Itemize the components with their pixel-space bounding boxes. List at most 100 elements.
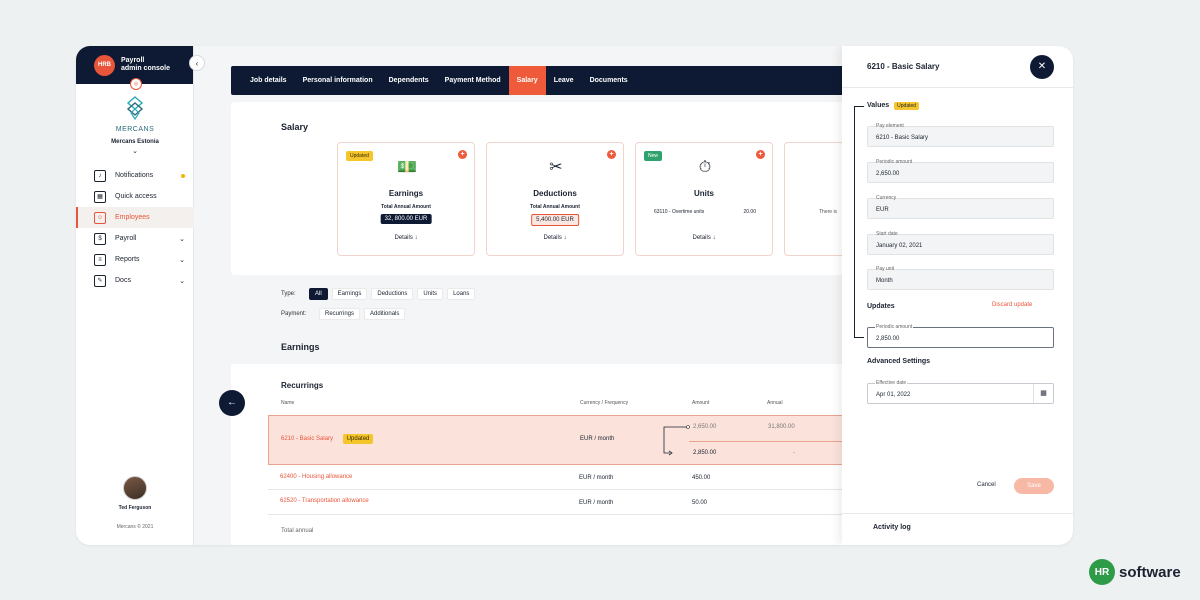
filter-earnings[interactable]: Earnings: [331, 288, 368, 300]
back-arrow-button[interactable]: ←: [219, 390, 245, 416]
sidebar-item-label: Docs: [115, 277, 131, 284]
sidebar-header: HRB Payroll admin console: [76, 46, 193, 84]
table-row[interactable]: 62520 - Transportation allowance EUR / m…: [268, 490, 851, 515]
unit-name: 63110 - Overtime units: [654, 209, 705, 215]
chevron-down-icon[interactable]: ⌄: [132, 148, 138, 155]
discard-update-link[interactable]: Discard update: [992, 302, 1033, 308]
card-title: Deductions: [533, 189, 577, 198]
updated-badge: Updated: [346, 151, 373, 161]
row-name-link[interactable]: 62520 - Transportation allowance: [280, 498, 369, 504]
updated-badge: Updated: [342, 434, 374, 444]
grid-icon: ▦: [94, 190, 106, 203]
calendar-icon[interactable]: ▦: [1033, 384, 1053, 403]
filter-additionals[interactable]: Additionals: [364, 308, 406, 320]
table-row[interactable]: 62400 - Housing allowance EUR / month 45…: [268, 465, 851, 490]
card-title: Earnings: [388, 189, 424, 198]
sidebar-collapse-button[interactable]: ‹: [189, 55, 205, 71]
sidebar-item-label: Employees: [115, 214, 150, 221]
row-currency: EUR / month: [580, 436, 615, 442]
company-block: MERCANS Mercans Estonia ⌄: [76, 96, 194, 155]
sidebar-item-label: Reports: [115, 256, 140, 263]
payment-filter: Payment: Recurrings Additionals: [281, 308, 475, 320]
update-connector: [854, 106, 864, 338]
column-header-name: Name: [281, 400, 295, 406]
field-label: Pay element: [876, 123, 904, 129]
row-amount: 50.00: [692, 500, 708, 506]
tab-job-details[interactable]: Job details: [250, 77, 287, 84]
sidebar-item-docs[interactable]: ✎ Docs ⌄: [76, 270, 194, 291]
employee-tabs: Job details Personal information Depende…: [231, 66, 851, 95]
app-title-line2: admin console: [121, 65, 171, 72]
filter-deductions[interactable]: Deductions: [371, 288, 414, 300]
deductions-details-link[interactable]: Details ↓: [487, 235, 623, 241]
effective-date-input[interactable]: Effective date Apr 01, 2022 ▦: [867, 380, 1054, 404]
close-button[interactable]: ✕: [1030, 55, 1054, 79]
drawer-title: 6210 - Basic Salary: [867, 62, 940, 71]
filter-loans[interactable]: Loans: [447, 288, 476, 300]
row-name-link[interactable]: 6210 - Basic Salary: [281, 436, 334, 442]
filter-units[interactable]: Units: [417, 288, 444, 300]
app-title-line1: Payroll: [121, 57, 145, 64]
tab-payment-method[interactable]: Payment Method: [444, 77, 501, 84]
avatar[interactable]: [123, 476, 147, 500]
updated-badge: Updated: [894, 102, 920, 110]
field-label: Start date: [876, 231, 898, 237]
add-unit-button[interactable]: +: [756, 150, 765, 159]
deductions-card: + ✂ Deductions Total Annual Amount 5,400…: [486, 142, 624, 256]
user-block[interactable]: Ted Ferguson Mercans © 2021: [76, 476, 194, 530]
row-divider: [689, 441, 852, 442]
row-currency: EUR / month: [579, 475, 614, 481]
bell-icon: ♪: [94, 169, 106, 182]
row-name-link[interactable]: 62400 - Housing allowance: [280, 474, 353, 480]
updates-label: Updates: [867, 303, 895, 310]
pay-unit-field: Pay unit Month: [867, 266, 1054, 290]
filter-all[interactable]: All: [309, 288, 328, 300]
row-currency: EUR / month: [579, 500, 614, 506]
company-label: Mercans Estonia: [111, 139, 159, 145]
sidebar-item-quick-access[interactable]: ▦ Quick access: [76, 186, 194, 207]
brand-logo: HR: [1089, 559, 1115, 585]
close-icon: ✕: [1037, 61, 1047, 72]
report-icon: ≡: [94, 253, 106, 266]
tab-documents[interactable]: Documents: [589, 77, 628, 84]
app-logo: HRB: [94, 54, 115, 76]
details-label: Details: [543, 235, 562, 241]
cancel-button[interactable]: Cancel: [977, 482, 996, 488]
chevron-down-icon: ⌄: [179, 277, 185, 285]
field-value: EUR: [876, 207, 889, 213]
company-logo-icon: [126, 96, 144, 121]
sidebar-item-employees[interactable]: ☺ Employees: [76, 207, 194, 228]
sidebar-item-reports[interactable]: ≡ Reports ⌄: [76, 249, 194, 270]
tab-leave[interactable]: Leave: [553, 77, 574, 84]
earnings-details-link[interactable]: Details ↓: [338, 235, 474, 241]
tab-salary[interactable]: Salary: [508, 66, 546, 95]
unit-row: 63110 - Overtime units 20.00: [654, 209, 756, 215]
field-label: Pay unit: [876, 266, 895, 272]
copyright: Mercans © 2021: [116, 524, 154, 530]
save-button[interactable]: Save: [1014, 478, 1054, 494]
activity-log-title: Activity log: [873, 524, 911, 531]
company-name: MERCANS: [115, 126, 155, 133]
field-value: January 02, 2021: [876, 243, 923, 249]
add-earning-button[interactable]: +: [458, 150, 467, 159]
type-label: Type:: [281, 291, 296, 297]
arrow-down-icon: ↓: [414, 235, 418, 241]
card-subtitle: Total Annual Amount: [530, 204, 580, 210]
brand-watermark: HR software: [1089, 559, 1181, 585]
sidebar-item-label: Quick access: [115, 193, 157, 200]
add-deduction-button[interactable]: +: [607, 150, 616, 159]
people-icon: ☺: [94, 211, 106, 224]
updated-periodic-amount-input[interactable]: Periodic amount 2,850.00: [867, 324, 1054, 348]
company-switch-icon[interactable]: ◎: [130, 78, 142, 90]
values-section-label: Values Updated: [867, 102, 920, 110]
table-row[interactable]: 6210 - Basic Salary Updated EUR / month …: [268, 415, 852, 465]
units-details-link[interactable]: Details ↓: [636, 235, 772, 241]
tab-dependents[interactable]: Dependents: [388, 77, 429, 84]
tab-personal-information[interactable]: Personal information: [302, 77, 373, 84]
filter-recurrings[interactable]: Recurrings: [319, 308, 361, 320]
card-title: Units: [694, 189, 714, 198]
sidebar-item-payroll[interactable]: $ Payroll ⌄: [76, 228, 194, 249]
column-header-amount: Amount: [692, 400, 710, 406]
earnings-table: Recurrings Name Currency / Frequency Amo…: [231, 364, 852, 545]
sidebar-item-notifications[interactable]: ♪ Notifications: [76, 165, 194, 186]
